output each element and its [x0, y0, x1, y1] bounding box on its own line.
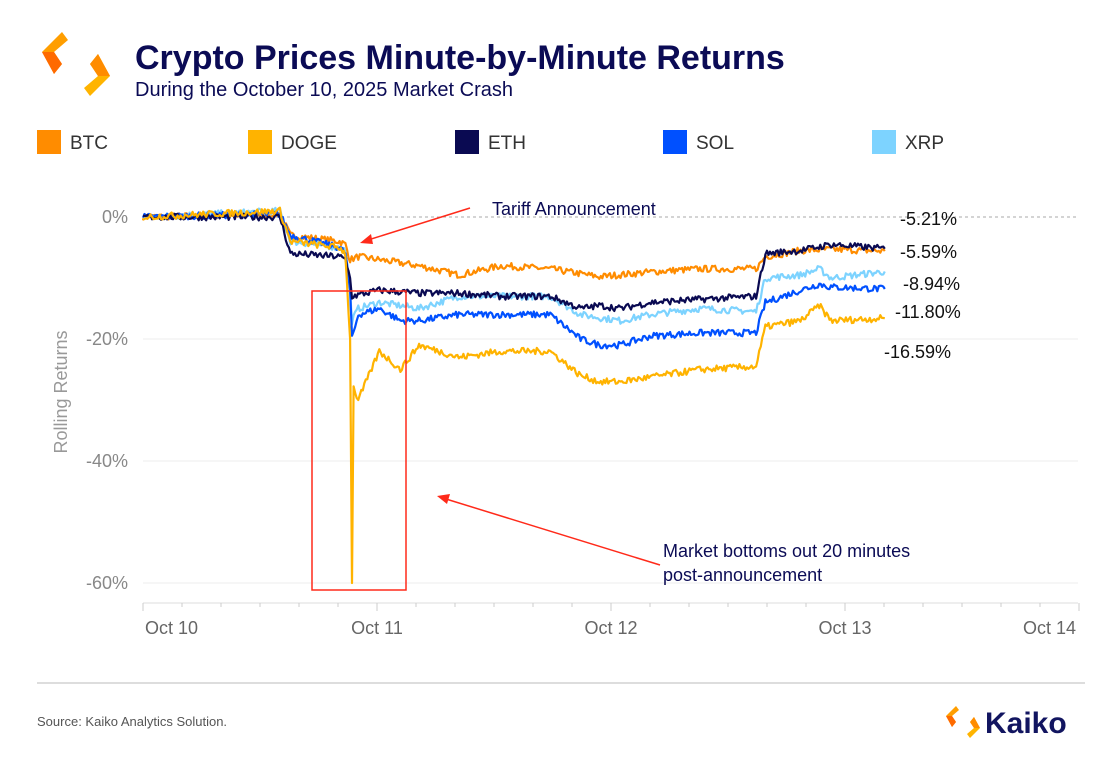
annotations: Tariff Announcement Market bottoms out 2…	[311, 199, 910, 591]
bottom-arrow	[445, 498, 661, 566]
y-tick-label: -20%	[86, 329, 128, 349]
series-line-doge	[142, 206, 885, 585]
series-lines	[141, 206, 886, 585]
kaiko-logo-icon	[42, 32, 110, 96]
chart-title: Crypto Prices Minute-by-Minute Returns	[135, 39, 785, 77]
series-line-xrp	[142, 206, 886, 326]
bottom-arrowhead-icon	[437, 494, 450, 504]
legend-swatch-sol	[663, 130, 687, 154]
kaiko-footer-logo-icon	[946, 706, 980, 738]
bottom-annotation-line1: Market bottoms out 20 minutes	[663, 541, 910, 561]
legend: BTC DOGE ETH SOL XRP	[37, 130, 944, 154]
y-axis-title: Rolling Returns	[51, 330, 71, 453]
y-tick-label: -60%	[86, 573, 128, 593]
brand-name: Kaiko	[985, 707, 1067, 740]
x-tick-label: Oct 14	[1023, 618, 1076, 638]
x-axis: Oct 10 Oct 11 Oct 12 Oct 13 Oct 14	[142, 602, 1080, 638]
tariff-arrow	[367, 207, 471, 241]
legend-swatch-btc	[37, 130, 61, 154]
series-line-eth	[143, 212, 886, 313]
x-tick-label: Oct 10	[145, 618, 198, 638]
bottom-annotation-line2: post-announcement	[663, 565, 822, 585]
grid	[143, 216, 1078, 584]
y-tick-label: -40%	[86, 451, 128, 471]
legend-label-btc: BTC	[70, 133, 108, 154]
legend-label-eth: ETH	[488, 133, 526, 154]
legend-swatch-doge	[248, 130, 272, 154]
legend-label-sol: SOL	[696, 133, 734, 154]
legend-swatch-eth	[455, 130, 479, 154]
source-note: Source: Kaiko Analytics Solution.	[37, 714, 227, 729]
crash-highlight-box	[311, 290, 407, 591]
x-tick-label: Oct 12	[584, 618, 637, 638]
series-line-btc	[141, 209, 886, 280]
series-line-sol	[141, 210, 886, 350]
end-value-label: -8.94%	[903, 274, 960, 294]
end-value-label: -5.21%	[900, 209, 957, 229]
legend-label-doge: DOGE	[281, 133, 337, 154]
end-value-label: -16.59%	[884, 342, 951, 362]
tariff-annotation: Tariff Announcement	[492, 199, 656, 219]
end-value-label: -11.80%	[895, 302, 961, 322]
legend-swatch-xrp	[872, 130, 896, 154]
chart-subtitle: During the October 10, 2025 Market Crash	[135, 79, 513, 101]
tariff-arrowhead-icon	[360, 234, 373, 244]
y-axis: 0% -20% -40% -60%	[86, 207, 128, 593]
y-tick-label: 0%	[102, 207, 128, 227]
end-labels: -5.21% -5.59% -8.94% -11.80% -16.59%	[884, 209, 961, 362]
legend-label-xrp: XRP	[905, 133, 944, 154]
x-tick-label: Oct 11	[351, 618, 403, 638]
end-value-label: -5.59%	[900, 242, 957, 262]
x-tick-label: Oct 13	[818, 618, 871, 638]
